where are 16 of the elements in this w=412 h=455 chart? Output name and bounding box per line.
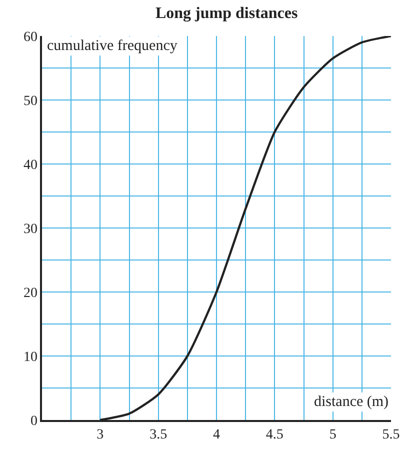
x-tick-label: 5.5 [382, 428, 400, 443]
y-tick-label: 20 [23, 286, 38, 301]
y-tick-label: 40 [23, 158, 38, 173]
x-tick-label: 5 [329, 428, 336, 443]
x-tick-label: 3.5 [150, 428, 168, 443]
y-tick-label: 10 [23, 350, 38, 365]
y-axis-title: cumulative frequency [47, 38, 178, 54]
y-tick-label: 60 [23, 30, 38, 45]
chart-title: Long jump distances [155, 5, 298, 22]
x-tick-label: 3 [96, 428, 104, 443]
x-axis-title: distance (m) [314, 394, 389, 410]
y-tick-label: 0 [30, 414, 38, 429]
y-tick-label: 50 [23, 94, 38, 109]
x-tick-label: 4.5 [266, 428, 284, 443]
x-tick-label: 4 [213, 428, 220, 443]
y-tick-label: 30 [23, 222, 38, 237]
